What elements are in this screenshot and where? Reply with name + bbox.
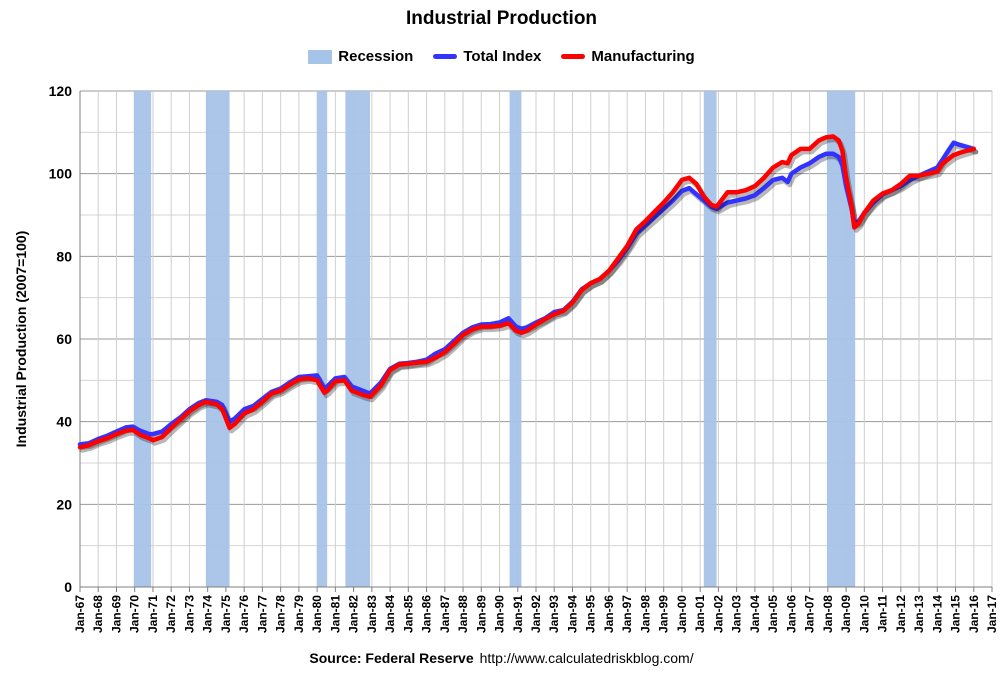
x-tick-label: Jan-01 [693, 595, 707, 633]
y-tick-label: 0 [64, 579, 72, 595]
x-tick-label: Jan-88 [456, 595, 470, 633]
x-tick-label: Jan-03 [730, 595, 744, 633]
x-tick-label: Jan-77 [255, 595, 269, 633]
x-tick-label: Jan-76 [237, 595, 251, 633]
x-tick-label: Jan-10 [857, 595, 871, 633]
x-tick-label: Jan-97 [620, 595, 634, 633]
x-tick-label: Jan-92 [529, 595, 543, 633]
x-tick-label: Jan-17 [985, 595, 999, 633]
x-tick-label: Jan-14 [930, 595, 944, 633]
legend-label-recession: Recession [338, 48, 414, 65]
source-footer: Source: Federal Reserve http://www.calcul… [0, 650, 1003, 666]
legend-swatch-manufacturing [561, 54, 586, 59]
x-tick-label: Jan-78 [274, 595, 288, 633]
recession-bar [826, 91, 856, 587]
y-tick-label: 80 [56, 248, 72, 264]
x-tick-label: Jan-71 [146, 595, 160, 633]
legend-swatch-total-index [433, 54, 458, 59]
x-tick-label: Jan-13 [912, 595, 926, 633]
legend-swatch-recession [308, 49, 333, 64]
recession-bar [345, 91, 371, 587]
x-tick-label: Jan-72 [164, 595, 178, 633]
x-tick-label: Jan-84 [383, 595, 397, 633]
chart-title: Industrial Production [405, 8, 598, 29]
x-tick-label: Jan-67 [73, 595, 87, 633]
x-tick-label: Jan-70 [128, 595, 142, 633]
x-tick-label: Jan-05 [766, 595, 780, 633]
recession-bar [703, 91, 717, 587]
y-tick-label: 100 [49, 166, 73, 182]
x-tick-label: Jan-16 [967, 595, 981, 633]
x-tick-label: Jan-07 [803, 595, 817, 633]
x-tick-label: Jan-15 [949, 595, 963, 633]
series-manufacturing [77, 134, 979, 453]
legend-item-manufacturing: Manufacturing [561, 48, 695, 65]
x-tick-label: Jan-00 [675, 595, 689, 633]
x-tick-label: Jan-12 [894, 595, 908, 633]
x-tick-label: Jan-90 [493, 595, 507, 633]
x-tick-label: Jan-08 [821, 595, 835, 633]
x-tick-label: Jan-82 [347, 595, 361, 633]
x-tick-label: Jan-06 [784, 595, 798, 633]
x-tick-label: Jan-81 [328, 595, 342, 633]
x-tick-label: Jan-86 [420, 595, 434, 633]
x-tick-label: Jan-98 [638, 595, 652, 633]
recession-bar [133, 91, 152, 587]
x-tick-label: Jan-89 [474, 595, 488, 633]
source-url: http://www.calculatedriskblog.com/ [479, 650, 694, 666]
source-label: Source: Federal Reserve [309, 650, 474, 666]
recession-bar [317, 91, 328, 587]
x-tick-label: Jan-68 [91, 595, 105, 633]
y-tick-label: 120 [49, 83, 73, 99]
x-tick-label: Jan-91 [511, 595, 525, 633]
x-tick-label: Jan-74 [201, 595, 215, 633]
y-tick-label: 60 [56, 331, 72, 347]
x-tick-label: Jan-80 [310, 595, 324, 633]
x-tick-label: Jan-99 [657, 595, 671, 633]
recession-bar [205, 91, 230, 587]
x-tick-label: Jan-85 [401, 595, 415, 633]
legend-item-recession: Recession [308, 48, 413, 65]
x-tick-label: Jan-11 [876, 595, 890, 633]
x-tick-label: Jan-94 [565, 595, 579, 633]
x-tick-label: Jan-96 [602, 595, 616, 633]
x-tick-label: Jan-87 [438, 595, 452, 633]
chart-legend: Recession Total Index Manufacturing [0, 48, 1003, 65]
x-tick-label: Jan-95 [584, 595, 598, 633]
x-tick-label: Jan-09 [839, 595, 853, 633]
x-tick-label: Jan-75 [219, 595, 233, 633]
legend-label-manufacturing: Manufacturing [591, 48, 695, 65]
x-tick-label: Jan-79 [292, 595, 306, 633]
recession-bar [509, 91, 522, 587]
x-tick-label: Jan-04 [748, 595, 762, 633]
y-tick-label: 20 [56, 496, 72, 512]
x-tick-label: Jan-93 [547, 595, 561, 633]
x-tick-label: Jan-73 [182, 595, 196, 633]
x-tick-label: Jan-83 [365, 595, 379, 633]
x-tick-label: Jan-02 [711, 595, 725, 633]
y-tick-label: 40 [56, 414, 72, 430]
legend-item-total-index: Total Index [433, 48, 541, 65]
x-tick-label: Jan-69 [109, 595, 123, 633]
legend-label-total-index: Total Index [463, 48, 542, 65]
series-line [77, 134, 977, 450]
